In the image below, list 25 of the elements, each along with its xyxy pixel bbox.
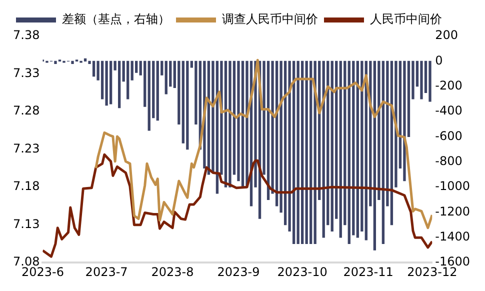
x-tick-label: 2023-12	[407, 264, 458, 279]
legend-label: 调查人民币中间价	[222, 12, 318, 26]
y2-tick-label: -1200	[435, 204, 470, 218]
y-tick-label: 7.28	[13, 104, 40, 118]
x-tick-label: 2023-7	[85, 264, 128, 279]
y-tick-label: 7.38	[13, 28, 40, 42]
y2-tick-label: 0	[435, 53, 443, 68]
x-tick-label: 2023-9	[217, 264, 260, 279]
y-tick-label: 7.23	[13, 141, 40, 156]
legend-label: 差额（基点，右轴）	[62, 12, 170, 26]
y2-tick-label: -800	[435, 154, 462, 168]
y-tick-label: 7.18	[13, 179, 40, 194]
y2-tick-label: -600	[435, 128, 462, 143]
x-tick-label: 2023-6	[21, 264, 64, 279]
x-tick-label: 2023-11	[343, 264, 394, 279]
y2-tick-label: -200	[435, 78, 462, 92]
y2-tick-label: -400	[435, 104, 462, 118]
y-tick-label: 7.13	[13, 216, 40, 231]
y2-tick-label: -1400	[435, 230, 470, 244]
y-tick-label: 7.33	[13, 66, 40, 80]
y2-tick-label: 200	[435, 28, 458, 42]
y2-tick-label: -1000	[435, 179, 470, 194]
legend-label: 人民币中间价	[370, 12, 442, 26]
x-tick-label: 2023-10	[277, 264, 328, 279]
x-tick-label: 2023-8	[151, 264, 194, 279]
